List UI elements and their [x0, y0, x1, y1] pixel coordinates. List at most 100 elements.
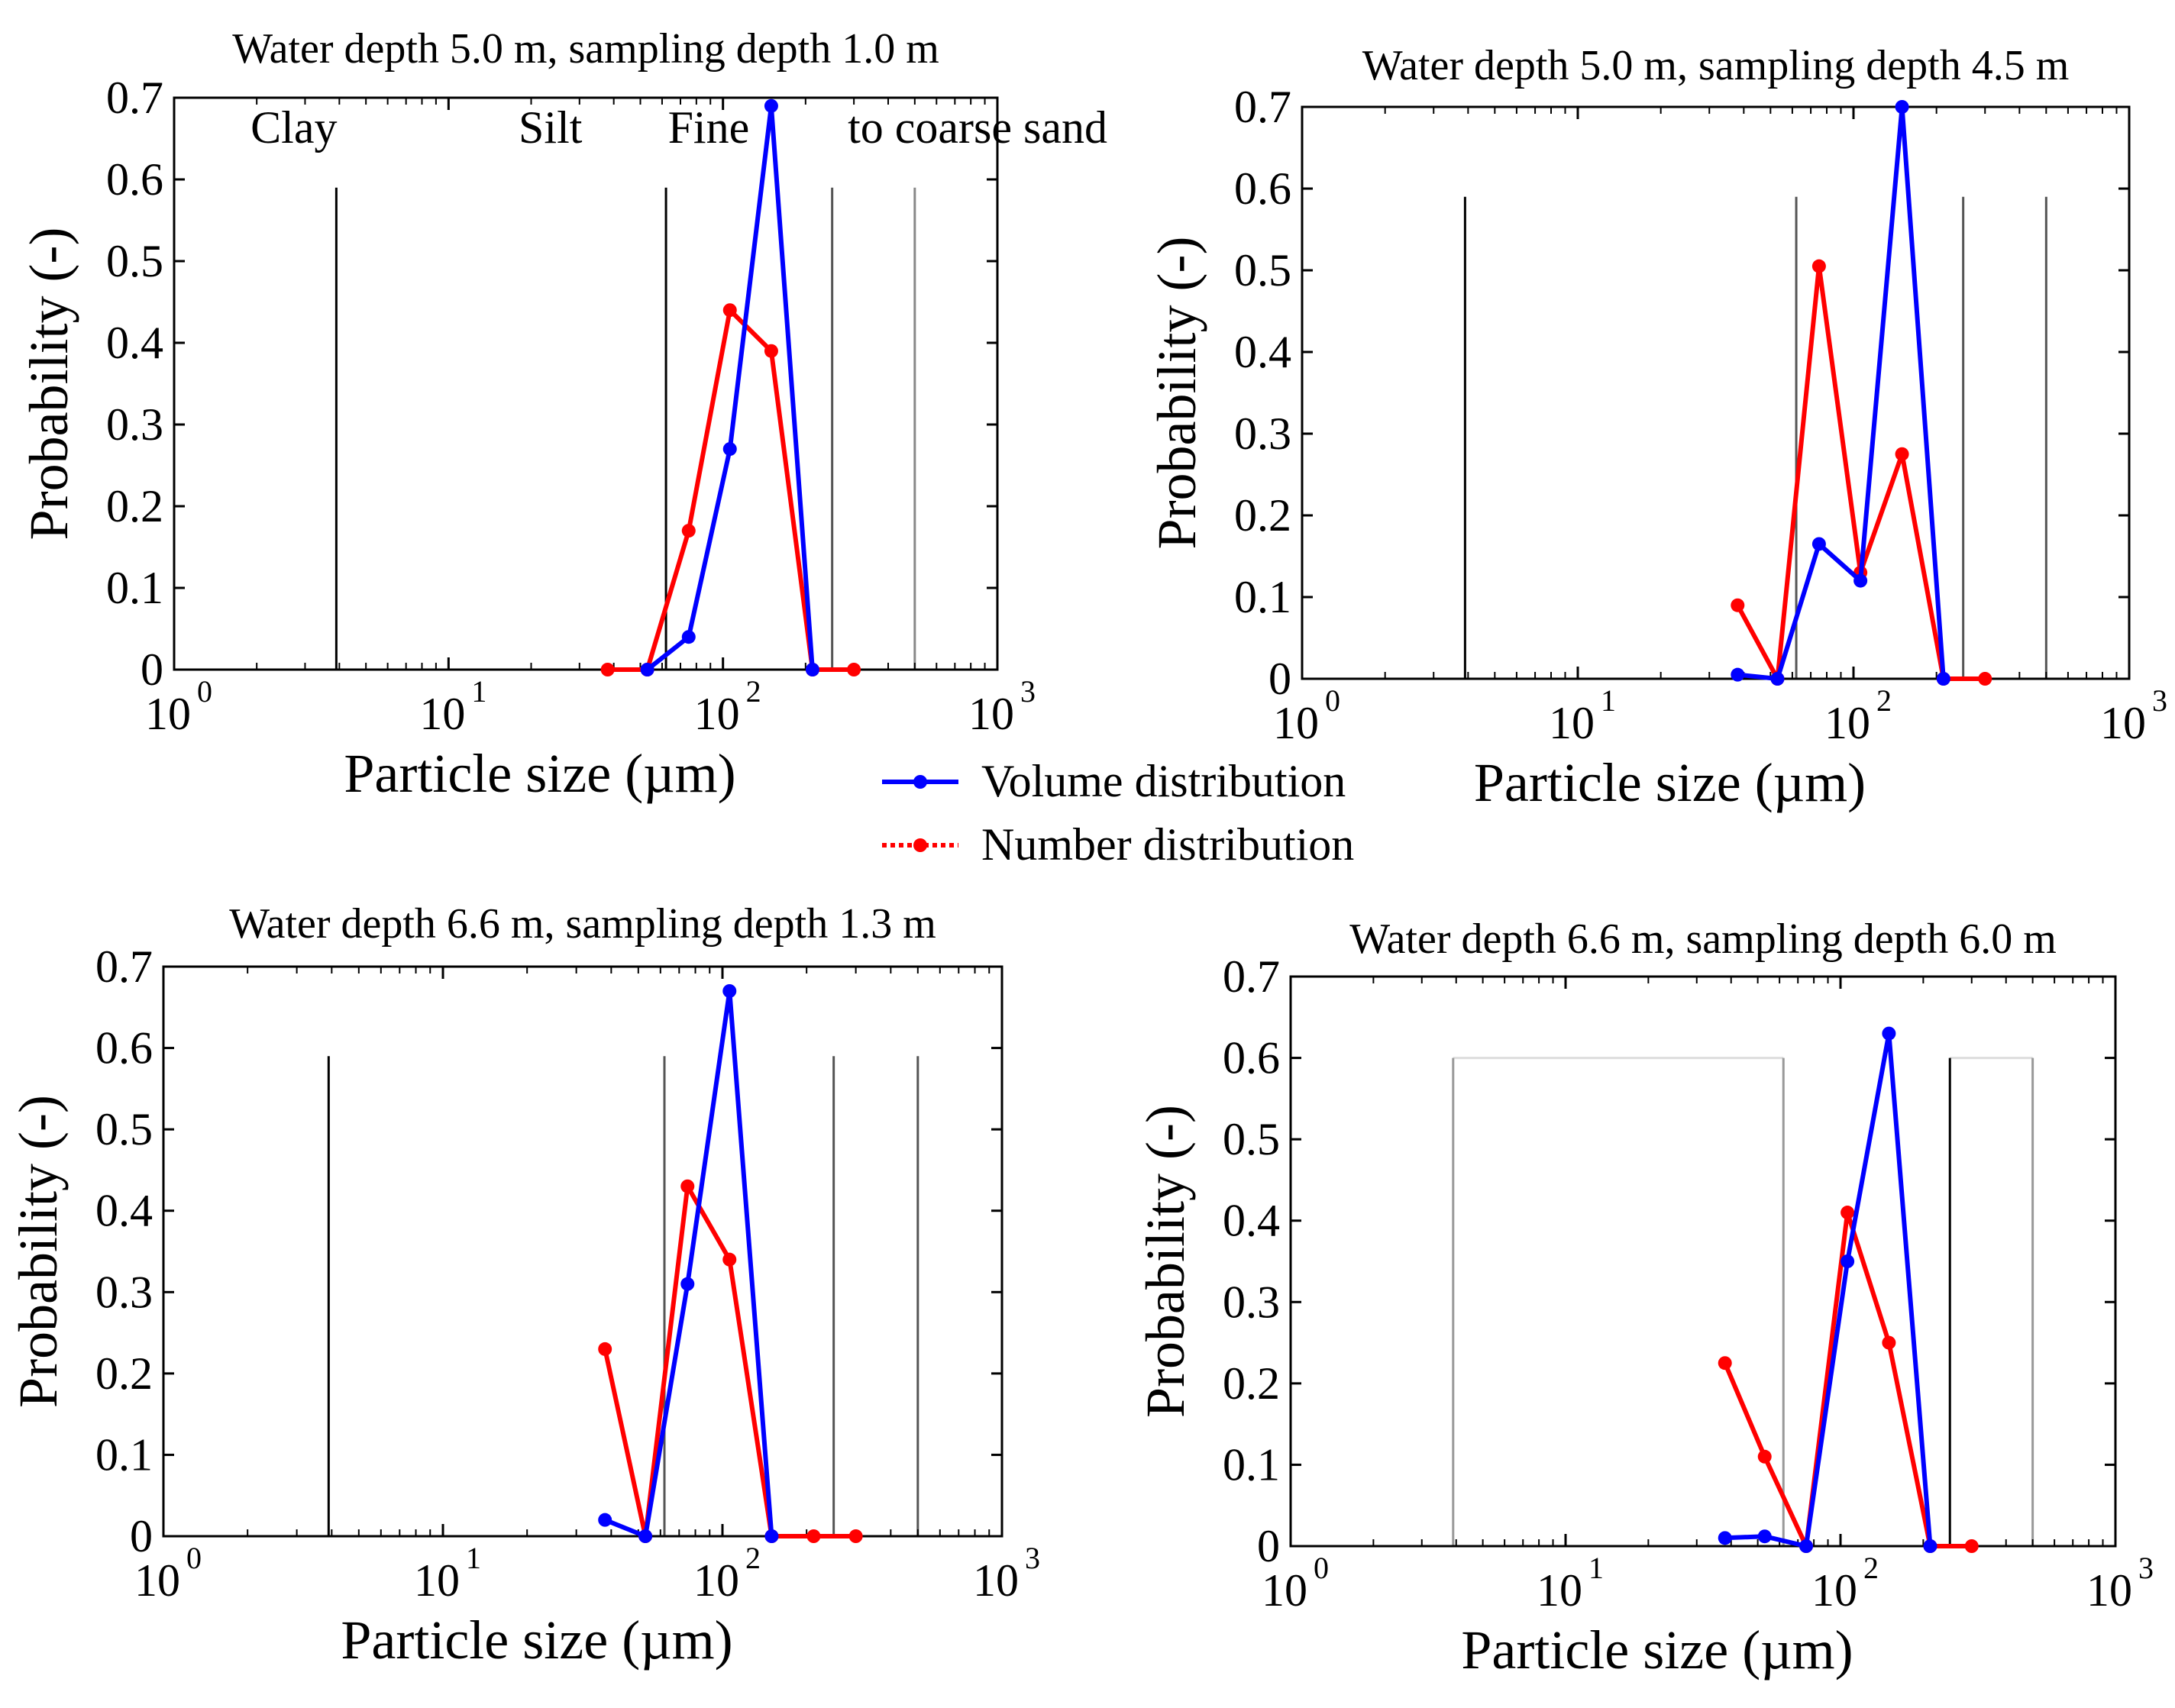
number-distribution-point — [1811, 259, 1826, 273]
x-tick-label-exponent: 0 — [186, 1541, 202, 1575]
x-tick-label-exponent: 1 — [471, 674, 486, 709]
y-tick-label: 0 — [1268, 654, 1291, 704]
x-tick-label: 10 — [2100, 698, 2146, 748]
volume-distribution-point — [1731, 667, 1745, 682]
size-class-label: to coarse sand — [848, 102, 1107, 153]
number-distribution-point — [680, 1179, 695, 1193]
x-tick-label-exponent: 2 — [1863, 1551, 1879, 1585]
plot-frame — [1289, 975, 2117, 1548]
y-tick-label: 0.4 — [106, 318, 163, 368]
y-tick-label: 0.7 — [1234, 82, 1291, 132]
y-axis-label: Probability (-) — [18, 228, 79, 541]
x-tick-label-exponent: 2 — [746, 674, 761, 709]
chart-title: Water depth 6.6 m, sampling depth 6.0 m — [1349, 915, 2057, 963]
number-distribution-point — [722, 303, 737, 318]
y-tick-label: 0 — [141, 644, 163, 695]
y-tick-label: 0 — [130, 1511, 153, 1561]
volume-distribution-point — [638, 1529, 653, 1543]
x-tick-label: 10 — [1262, 1565, 1307, 1616]
y-tick-label: 0.6 — [95, 1023, 153, 1074]
y-tick-label: 0.4 — [1234, 327, 1291, 377]
volume-distribution-point — [1936, 672, 1950, 686]
y-tick-label: 0.5 — [1223, 1114, 1280, 1164]
y-tick-label: 0 — [1257, 1521, 1280, 1571]
x-tick-label-exponent: 3 — [2138, 1551, 2154, 1585]
y-tick-label: 0.2 — [106, 481, 163, 531]
y-tick-label: 0.1 — [106, 563, 163, 613]
legend-volume-label: Volume distribution — [981, 756, 1346, 806]
volume-distribution-point — [722, 983, 737, 998]
y-axis-label: Probability (-) — [8, 1095, 69, 1408]
volume-distribution-point — [805, 663, 819, 676]
legend-volume-marker — [913, 775, 927, 789]
volume-distribution-point — [1811, 537, 1826, 551]
x-axis-label: Particle size (µm) — [341, 1610, 732, 1671]
y-tick-label: 0.1 — [95, 1429, 153, 1480]
plot-frame — [162, 965, 1003, 1538]
number-distribution-point — [1882, 1335, 1896, 1350]
chart-panel-1: Water depth 5.0 m, sampling depth 1.0 m C… — [18, 25, 1107, 804]
x-tick-label: 10 — [968, 689, 1014, 739]
volume-distribution-point — [1882, 1026, 1896, 1041]
y-tick-label: 0.3 — [1223, 1277, 1280, 1327]
number-distribution-point — [1731, 598, 1745, 612]
y-tick-label: 0.7 — [1223, 951, 1280, 1002]
y-tick-label: 0.5 — [95, 1104, 153, 1154]
x-tick-label-exponent: 3 — [1025, 1541, 1040, 1575]
x-tick-label: 10 — [134, 1555, 180, 1606]
chart-panels: Water depth 5.0 m, sampling depth 1.0 m C… — [8, 25, 2167, 1681]
number-distribution-line — [607, 308, 855, 672]
x-tick-label: 10 — [693, 1555, 739, 1606]
y-tick-label: 0.1 — [1234, 572, 1291, 622]
y-tick-label: 0.3 — [106, 399, 163, 450]
x-tick-label: 10 — [2086, 1565, 2132, 1616]
volume-distribution-point — [1841, 1254, 1855, 1268]
x-tick-label: 10 — [1824, 698, 1870, 748]
number-distribution-point — [1978, 672, 1992, 686]
x-tick-label: 10 — [694, 689, 740, 739]
volume-distribution-point — [681, 630, 696, 644]
x-tick-label: 10 — [1811, 1565, 1857, 1616]
x-tick-label: 10 — [145, 689, 191, 739]
y-tick-label: 0.2 — [95, 1348, 153, 1399]
volume-distribution-point — [640, 663, 654, 676]
x-tick-label: 10 — [1549, 698, 1595, 748]
size-class-label: Clay — [250, 102, 337, 153]
y-tick-label: 0.4 — [1223, 1196, 1280, 1246]
volume-distribution-point — [1770, 672, 1785, 686]
volume-distribution-point — [1799, 1539, 1814, 1553]
chart-title: Water depth 5.0 m, sampling depth 1.0 m — [232, 25, 939, 73]
volume-distribution-point — [764, 1529, 779, 1543]
volume-distribution-line — [1724, 1031, 1933, 1548]
number-distribution-point — [1718, 1356, 1732, 1371]
number-distribution-point — [598, 1342, 612, 1356]
number-distribution-point — [681, 524, 696, 538]
x-tick-label-exponent: 2 — [745, 1541, 761, 1575]
legend-number-label: Number distribution — [981, 819, 1354, 870]
y-tick-label: 0.6 — [106, 154, 163, 205]
y-tick-label: 0.1 — [1223, 1439, 1280, 1490]
y-tick-label: 0.6 — [1223, 1033, 1280, 1083]
volume-distribution-point — [1757, 1529, 1772, 1544]
number-distribution-point — [847, 663, 861, 676]
number-distribution-point — [1895, 447, 1909, 461]
legend: Volume distribution Number distribution — [882, 756, 1354, 870]
x-tick-label: 10 — [419, 689, 465, 739]
chart-panel-4: Water depth 6.6 m, sampling depth 6.0 m 0… — [1135, 915, 2154, 1681]
x-axis-label: Particle size (µm) — [344, 743, 735, 804]
x-axis-label: Particle size (µm) — [1461, 1619, 1853, 1681]
y-tick-label: 0.3 — [1234, 408, 1291, 459]
y-tick-label: 0.2 — [1223, 1358, 1280, 1409]
y-tick-label: 0.6 — [1234, 163, 1291, 214]
number-distribution-point — [722, 1252, 737, 1267]
y-axis-label: Probability (-) — [1146, 237, 1207, 550]
number-distribution-point — [1757, 1449, 1772, 1464]
chart-title: Water depth 5.0 m, sampling depth 4.5 m — [1362, 42, 2070, 89]
volume-distribution-point — [1923, 1539, 1937, 1553]
volume-distribution-point — [598, 1513, 612, 1527]
x-tick-label: 10 — [414, 1555, 460, 1606]
x-tick-label: 10 — [973, 1555, 1019, 1606]
y-tick-label: 0.2 — [1234, 490, 1291, 541]
chart-panel-3: Water depth 6.6 m, sampling depth 1.3 m 0… — [8, 900, 1040, 1671]
x-tick-label-exponent: 1 — [1588, 1551, 1604, 1585]
